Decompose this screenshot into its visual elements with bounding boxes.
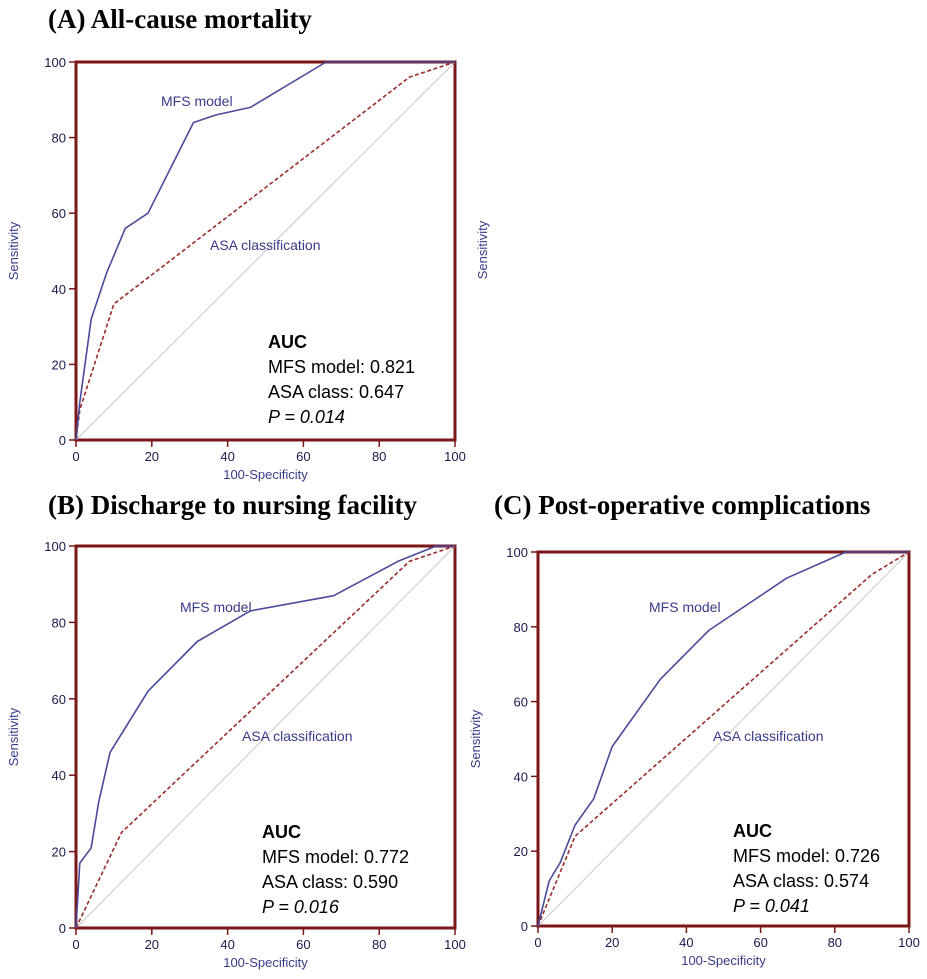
mfs-curve-label: MFS model — [180, 599, 252, 615]
asa-curve-label: ASA classification — [210, 237, 321, 253]
x-tick-label: 60 — [296, 937, 310, 952]
mfs-curve-label: MFS model — [649, 599, 721, 615]
plot-frame — [74, 544, 457, 930]
x-axis-title: 100-Specificity — [681, 953, 766, 968]
x-tick-label: 60 — [296, 449, 310, 464]
auc-p-value: P = 0.014 — [268, 407, 345, 427]
x-axis-title: 100-Specificity — [223, 467, 308, 482]
y-tick-label: 80 — [52, 131, 66, 146]
x-tick-label: 40 — [679, 935, 693, 950]
y-tick-label: 0 — [59, 433, 66, 448]
y-tick-label: 40 — [52, 282, 66, 297]
auc-heading: AUC — [262, 822, 301, 842]
y-tick-label: 80 — [514, 620, 528, 635]
roc-chart-a: 0 20 40 60 80 100 0 20 40 60 80 100 100-Specificity S… — [6, 55, 466, 482]
x-tick-label: 40 — [220, 449, 234, 464]
auc-asa-value: ASA class: 0.647 — [268, 382, 404, 402]
x-tick-label: 0 — [72, 449, 79, 464]
x-tick-label: 20 — [145, 937, 159, 952]
orphan-axis-label: Sensitivity — [475, 220, 490, 279]
reference-diagonal — [75, 61, 456, 441]
reference-diagonal — [537, 551, 910, 927]
x-tick-label: 80 — [828, 935, 842, 950]
auc-asa-value: ASA class: 0.574 — [733, 871, 869, 891]
y-axis-title: Sensitivity — [468, 709, 483, 768]
x-axis-title: 100-Specificity — [223, 955, 308, 970]
y-tick-label: 20 — [52, 357, 66, 372]
x-tick-label: 0 — [534, 935, 541, 950]
auc-mfs-value: MFS model: 0.772 — [262, 847, 409, 867]
y-tick-label: 60 — [52, 692, 66, 707]
y-tick-label: 60 — [514, 695, 528, 710]
x-tick-label: 20 — [605, 935, 619, 950]
asa-classification-curve — [537, 551, 910, 927]
auc-asa-value: ASA class: 0.590 — [262, 872, 398, 892]
y-tick-label: 20 — [514, 844, 528, 859]
mfs-curve-label: MFS model — [161, 93, 233, 109]
panel-a-title: (A) All-cause mortality — [48, 4, 312, 34]
x-tick-label: 80 — [372, 449, 386, 464]
y-tick-label: 40 — [514, 769, 528, 784]
panel-c-title: (C) Post-operative complications — [494, 490, 871, 520]
y-tick-label: 40 — [52, 768, 66, 783]
orphan-ylabel: Sensitivity — [475, 220, 490, 279]
x-tick-label: 80 — [372, 937, 386, 952]
auc-heading: AUC — [268, 332, 307, 352]
y-tick-label: 0 — [59, 921, 66, 936]
reference-diagonal — [75, 545, 456, 929]
plot-frame — [74, 60, 457, 442]
y-tick-label: 20 — [52, 845, 66, 860]
y-tick-label: 80 — [52, 615, 66, 630]
y-tick-label: 0 — [521, 919, 528, 934]
y-tick-label: 100 — [44, 539, 66, 554]
auc-p-value: P = 0.016 — [262, 897, 340, 917]
y-axis-title: Sensitivity — [6, 707, 21, 766]
mfs-model-curve — [75, 61, 455, 441]
auc-mfs-value: MFS model: 0.726 — [733, 846, 880, 866]
y-tick-label: 100 — [44, 55, 66, 70]
x-tick-label: 100 — [444, 449, 466, 464]
auc-heading: AUC — [733, 821, 772, 841]
x-tick-label: 20 — [145, 449, 159, 464]
asa-classification-curve — [75, 545, 456, 929]
roc-chart-b: 0 20 40 60 80 100 0 20 40 60 80 100 100-Specificity S… — [6, 539, 466, 970]
x-tick-label: 100 — [444, 937, 466, 952]
plot-frame — [536, 550, 911, 928]
x-tick-label: 100 — [898, 935, 920, 950]
y-tick-label: 100 — [506, 545, 528, 560]
mfs-model-curve — [75, 545, 455, 929]
roc-chart-c: 0 20 40 60 80 100 0 20 40 60 80 100 100-Specificity S… — [468, 545, 920, 968]
y-axis-title: Sensitivity — [6, 221, 21, 280]
mfs-model-curve — [537, 551, 909, 927]
x-tick-label: 40 — [220, 937, 234, 952]
auc-mfs-value: MFS model: 0.821 — [268, 357, 415, 377]
asa-curve-label: ASA classification — [242, 728, 353, 744]
panel-b-title: (B) Discharge to nursing facility — [48, 490, 417, 520]
asa-curve-label: ASA classification — [713, 728, 824, 744]
auc-p-value: P = 0.041 — [733, 896, 810, 916]
x-tick-label: 60 — [753, 935, 767, 950]
y-tick-label: 60 — [52, 206, 66, 221]
x-tick-label: 0 — [72, 937, 79, 952]
